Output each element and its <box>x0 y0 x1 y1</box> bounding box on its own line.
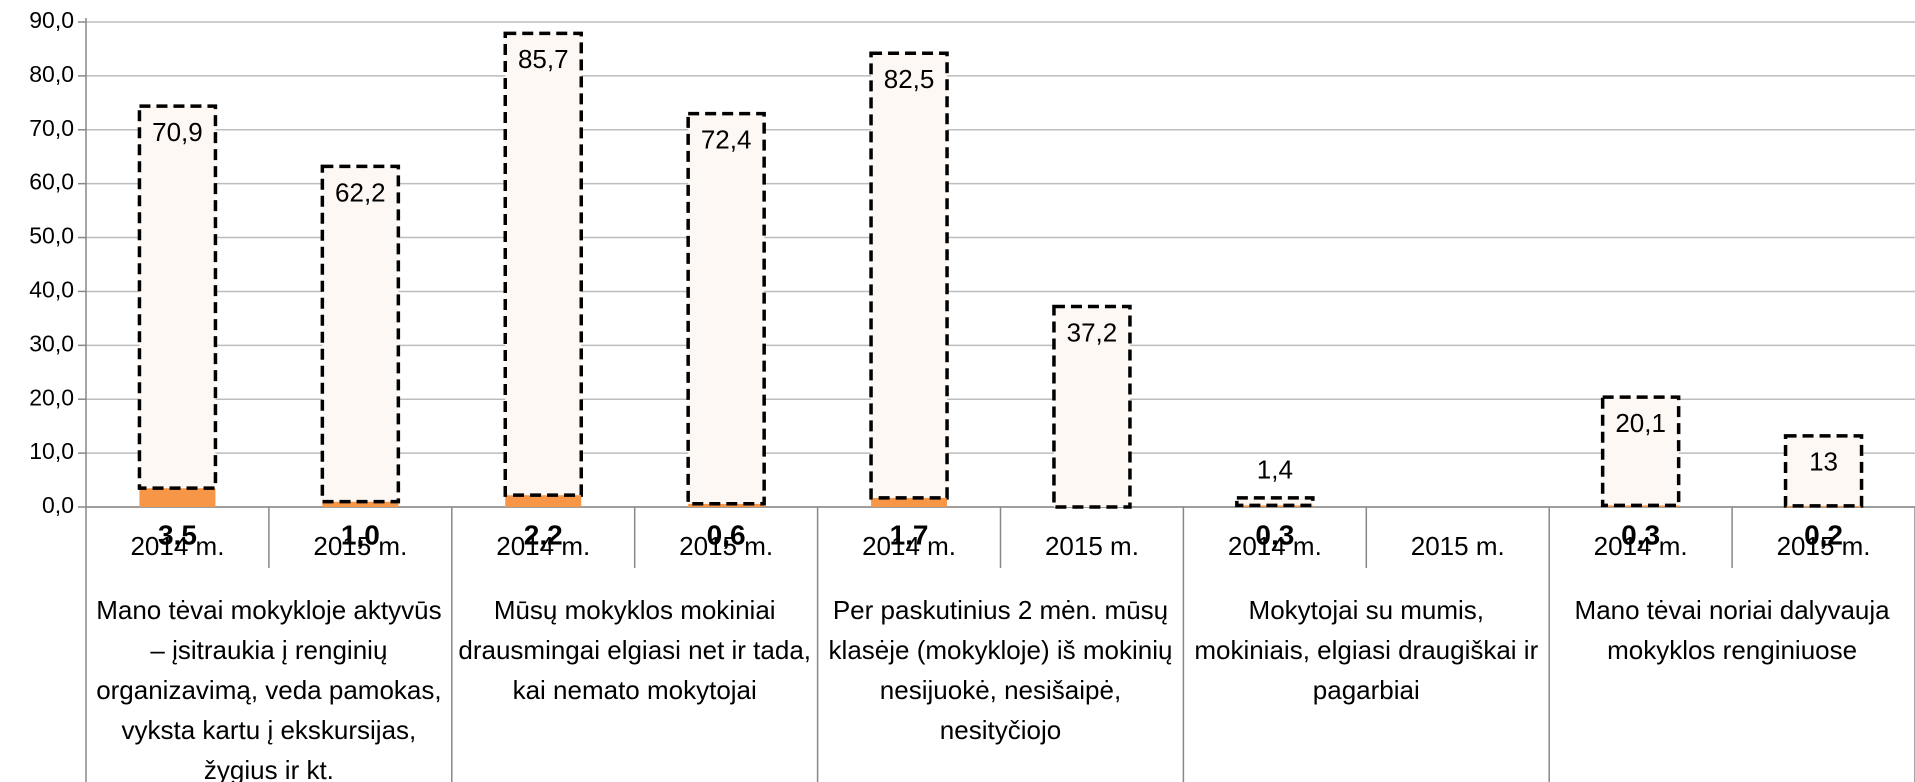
value-label: 0,6 <box>707 519 746 550</box>
x-tick-label: 2015 m. <box>1777 531 1871 561</box>
x-tick-label: 2015 m. <box>313 531 407 561</box>
y-tick-label: 90,0 <box>29 7 74 33</box>
bar-top <box>137 104 218 490</box>
bar-base <box>688 503 765 507</box>
bar-top <box>503 31 583 497</box>
group-label: Per paskutinius 2 mėn. mūsų klasėje (mok… <box>828 595 1173 745</box>
bar-top <box>1783 434 1864 508</box>
value-label: 85,7 <box>518 44 569 74</box>
x-tick-label: 2014 m. <box>1594 531 1688 561</box>
bar-top <box>320 164 401 504</box>
value-label: 1,4 <box>1257 455 1293 485</box>
bar-top <box>869 51 949 500</box>
value-label: 37,2 <box>1067 317 1118 347</box>
value-label: 0,3 <box>1621 519 1660 550</box>
bar-top <box>1235 496 1315 508</box>
x-tick-label: 2014 m. <box>1228 531 1322 561</box>
y-tick-label: 50,0 <box>29 223 74 249</box>
bar-base <box>322 501 399 507</box>
bar-base <box>139 488 216 507</box>
value-label: 1,0 <box>341 519 380 550</box>
y-tick-label: 20,0 <box>29 384 74 410</box>
value-label: 20,1 <box>1615 408 1666 438</box>
bar-base <box>871 497 948 507</box>
x-tick-label: 2014 m. <box>496 531 590 561</box>
value-label: 70,9 <box>152 117 203 147</box>
x-tick-label: 2015 m. <box>679 531 773 561</box>
value-label: 2,2 <box>524 519 563 550</box>
group-label: Mano tėvai noriai dalyvauja mokyklos ren… <box>1574 595 1890 665</box>
y-tick-label: 30,0 <box>29 330 74 356</box>
value-label: 13 <box>1809 447 1838 477</box>
y-tick-label: 80,0 <box>29 61 74 87</box>
group-label: Mokytojai su mumis, mokiniais, elgiasi d… <box>1194 595 1539 705</box>
y-tick-label: 40,0 <box>29 277 74 303</box>
bar-top <box>1052 304 1132 509</box>
value-label: 3,5 <box>158 519 197 550</box>
x-tick-label: 2015 m. <box>1411 531 1505 561</box>
group-label: Mano tėvai mokykloje aktyvūs – įsitrauki… <box>96 595 442 782</box>
value-label: 82,5 <box>884 64 935 94</box>
y-tick-label: 70,0 <box>29 115 74 141</box>
value-label: 62,2 <box>335 177 386 207</box>
y-tick-label: 60,0 <box>29 169 74 195</box>
value-label: 0,2 <box>1804 519 1843 550</box>
bar-top <box>1600 395 1681 508</box>
x-tick-label: 2014 m. <box>862 531 956 561</box>
group-label: Mūsų mokyklos mokiniai drausmingai elgia… <box>458 595 812 705</box>
x-tick-label: 2015 m. <box>1045 531 1139 561</box>
value-label: 72,4 <box>701 124 752 154</box>
bar-top <box>686 111 766 506</box>
value-label: 1,7 <box>890 519 929 550</box>
value-label: 0,3 <box>1255 519 1294 550</box>
bar-base <box>1785 505 1862 507</box>
x-tick-label: 2014 m. <box>130 531 224 561</box>
y-tick-label: 10,0 <box>29 438 74 464</box>
y-tick-label: 0,0 <box>42 492 74 518</box>
bar-base <box>505 495 582 507</box>
